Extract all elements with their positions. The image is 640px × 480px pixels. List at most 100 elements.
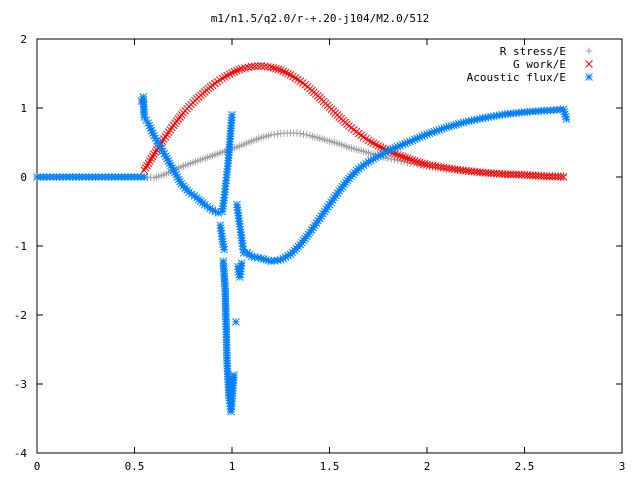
data-point [410,157,419,165]
plot-marks [33,62,571,416]
data-point [235,65,244,74]
data-point [540,172,548,181]
data-point [464,117,473,126]
data-point [200,200,209,209]
data-point [250,253,259,261]
data-point [561,112,570,121]
data-point [228,68,236,77]
data-point [146,124,155,133]
data-point [276,255,285,264]
data-point [362,159,370,168]
data-point [148,152,157,161]
data-point [389,144,397,153]
data-point [406,155,414,164]
data-point [269,64,278,72]
data-point [354,164,363,173]
data-point [220,245,229,254]
data-point [398,140,407,149]
legend-marker [585,47,593,55]
data-point [476,114,484,123]
x-tick-label: 2.5 [515,460,535,473]
data-point [384,154,392,162]
data-point [218,74,227,83]
legend-label: G work/E [513,58,566,71]
data-point [148,129,157,137]
data-point [408,136,417,145]
data-point [420,131,429,140]
legend-marker [585,73,593,81]
data-point [160,149,169,158]
data-point [173,173,182,181]
data-point [512,170,520,179]
data-point [415,158,424,167]
data-point [357,131,366,140]
data-point [374,142,383,150]
data-point [509,170,518,179]
data-point [254,62,262,70]
data-point [447,122,456,130]
data-point [354,129,363,138]
series-acoustic-flux [33,93,571,416]
data-point [144,119,153,128]
data-point [151,148,160,156]
data-point [440,124,448,133]
data-point [560,172,567,180]
data-point [276,66,285,74]
data-point [515,170,523,179]
data-point [430,127,439,136]
data-point [364,157,373,166]
data-point [418,132,426,141]
data-point [230,371,238,379]
data-point [158,147,167,155]
data-point [165,159,174,168]
data-point [208,81,217,90]
data-point [170,168,179,177]
data-point [396,151,405,160]
data-point [150,150,158,159]
data-point [393,142,402,151]
data-point [141,163,150,172]
data-point [279,67,288,76]
data-point [403,138,412,147]
data-point [554,172,562,181]
data-point [470,116,479,124]
data-point [437,125,446,133]
data-point [272,64,280,73]
data-point [155,142,164,150]
data-point [147,154,156,163]
data-point [503,170,512,179]
data-point [190,192,199,200]
y-tick-label: -4 [14,447,28,460]
data-point [435,126,444,134]
data-point [157,144,166,153]
data-point [303,131,311,139]
data-point [369,139,378,148]
data-point [384,146,392,155]
data-point [387,155,395,163]
data-point [406,137,414,146]
data-point [478,114,487,123]
data-point [214,209,223,217]
data-point [551,172,559,181]
data-point [428,128,436,137]
data-point [145,157,154,165]
data-point [142,116,151,124]
data-point [150,131,158,140]
data-point [501,170,509,179]
data-point [168,163,177,172]
data-point [408,156,417,164]
data-point [163,154,171,163]
data-point [284,69,292,78]
data-point [393,151,402,159]
data-point [274,65,283,74]
data-point [262,255,270,264]
data-point [223,71,231,80]
data-point [359,161,368,170]
data-point [379,149,387,158]
data-point [381,148,390,157]
data-point [230,67,239,76]
data-point [559,173,568,181]
data-point [386,145,395,154]
data-point [259,255,268,263]
data-point [284,251,292,260]
